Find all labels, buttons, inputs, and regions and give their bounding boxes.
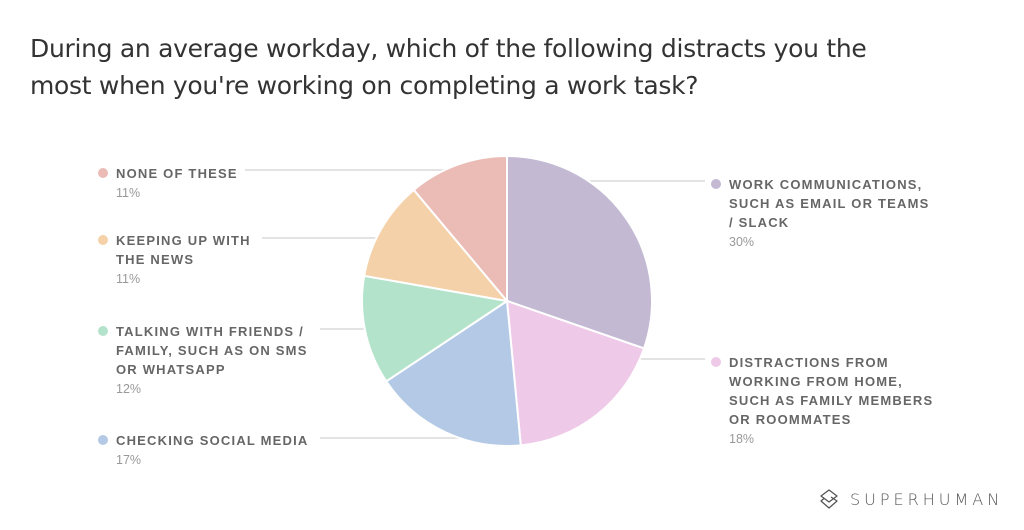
- legend-label: OR ROOMMATES: [729, 412, 852, 427]
- pie-slice: [361, 274, 510, 383]
- pie-slice: [506, 154, 653, 350]
- legend-label: WORKING FROM HOME,: [729, 374, 903, 389]
- legend-percent: 11%: [116, 272, 141, 286]
- legend-percent: 17%: [116, 453, 142, 467]
- legend-item-checking-social-media: CHECKING SOCIAL MEDIA 17%: [98, 431, 309, 470]
- legend-item-talking-with-friends: TALKING WITH FRIENDS / FAMILY, SUCH AS O…: [98, 322, 308, 399]
- pie-slice: [505, 299, 646, 447]
- legend-item-keeping-up-with-news: KEEPING UP WITH THE NEWS 11%: [98, 231, 251, 289]
- legend-label: WORK COMMUNICATIONS,: [729, 177, 923, 192]
- superhuman-logo-icon: [820, 489, 838, 509]
- legend-dot-home: [711, 357, 721, 367]
- legend-label: / SLACK: [729, 215, 790, 230]
- legend-label: SUCH AS FAMILY MEMBERS: [729, 393, 934, 408]
- legend-label: KEEPING UP WITH: [116, 233, 251, 248]
- legend-label: FAMILY, SUCH AS ON SMS: [116, 343, 308, 358]
- pie-slice: [412, 154, 508, 304]
- legend-percent: 11%: [116, 186, 141, 200]
- legend-label: OR WHATSAPP: [116, 362, 226, 377]
- legend-dot-work: [711, 179, 721, 189]
- legend-dot-news: [98, 235, 108, 245]
- legend-label: DISTRACTIONS FROM: [729, 355, 889, 370]
- pie-slice: [363, 188, 510, 303]
- legend-percent: 12%: [116, 382, 142, 396]
- brand-name: SUPERHUMAN: [850, 489, 1004, 509]
- legend-item-none-of-these: NONE OF THESE 11%: [98, 164, 238, 203]
- legend-label: NONE OF THESE: [116, 166, 238, 181]
- legend-label: SUCH AS EMAIL OR TEAMS: [729, 196, 930, 211]
- legend-label: TALKING WITH FRIENDS /: [116, 324, 304, 339]
- legend-dot-social: [98, 435, 108, 445]
- pie-slices: [361, 154, 653, 447]
- chart-title: During an average workday, which of the …: [30, 34, 867, 100]
- legend-dot-none: [98, 168, 108, 178]
- pie-slice: [384, 299, 522, 447]
- legend-item-work-communications: WORK COMMUNICATIONS, SUCH AS EMAIL OR TE…: [711, 175, 929, 252]
- legend-label: CHECKING SOCIAL MEDIA: [116, 433, 309, 448]
- legend-item-working-from-home: DISTRACTIONS FROM WORKING FROM HOME, SUC…: [711, 353, 933, 449]
- legend-percent: 18%: [729, 432, 755, 446]
- legend-percent: 30%: [729, 235, 755, 249]
- legend-label: THE NEWS: [116, 252, 195, 267]
- brand: SUPERHUMAN: [818, 488, 1003, 510]
- legend-dot-friends: [98, 326, 108, 336]
